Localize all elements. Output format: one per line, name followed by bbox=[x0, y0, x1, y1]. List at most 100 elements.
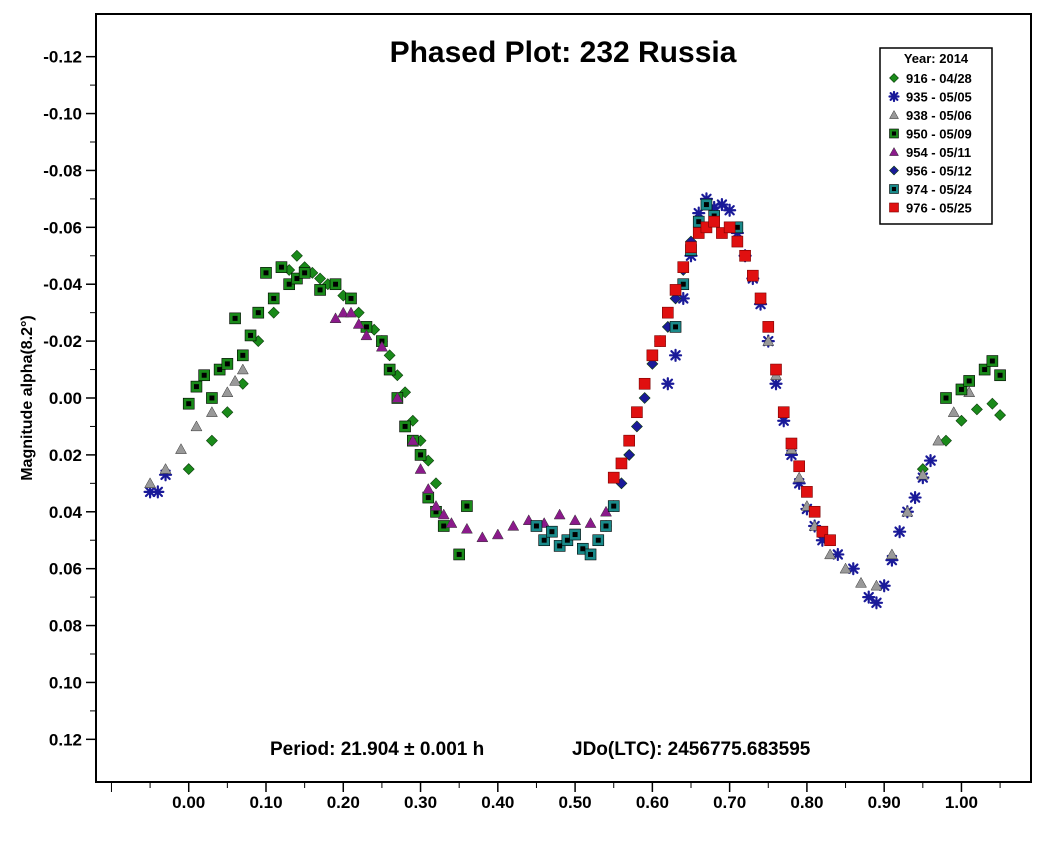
data-point-stroke bbox=[670, 350, 681, 361]
data-point bbox=[298, 267, 311, 279]
data-point bbox=[769, 377, 783, 391]
data-point bbox=[777, 406, 790, 419]
data-point-center bbox=[958, 386, 964, 392]
series-8 bbox=[607, 215, 836, 547]
data-point bbox=[785, 437, 798, 450]
data-point bbox=[236, 377, 249, 390]
legend-label: 916 - 04/28 bbox=[906, 71, 972, 86]
y-tick-label: 0.10 bbox=[49, 673, 82, 692]
data-point bbox=[885, 548, 898, 560]
data-point bbox=[824, 548, 837, 560]
data-point bbox=[855, 576, 867, 588]
y-tick-label: 0.02 bbox=[49, 446, 82, 465]
data-point bbox=[770, 363, 782, 376]
data-point bbox=[646, 349, 659, 362]
y-axis-label: Magnitude alpha(8.2°) bbox=[19, 315, 36, 481]
data-point bbox=[414, 463, 427, 474]
legend-label: 950 - 05/09 bbox=[906, 127, 972, 142]
data-point-center bbox=[464, 503, 470, 509]
legend-marker bbox=[889, 146, 899, 156]
y-tick-label: 0.04 bbox=[49, 503, 83, 522]
legend-marker bbox=[889, 202, 899, 213]
legend: Year: 2014 916 - 04/28 935 - 05/05 938 - 0… bbox=[879, 47, 993, 225]
jdo-label: JDo(LTC): 2456775.683595 bbox=[572, 739, 811, 760]
legend-marker-center bbox=[891, 186, 897, 192]
data-point-center bbox=[533, 523, 539, 529]
data-point bbox=[893, 525, 907, 539]
data-point bbox=[731, 235, 744, 248]
data-point bbox=[762, 335, 775, 346]
data-point bbox=[453, 548, 465, 561]
data-point bbox=[831, 547, 845, 562]
data-point bbox=[916, 468, 929, 480]
data-point bbox=[869, 596, 884, 610]
data-point-center bbox=[302, 270, 308, 276]
data-point bbox=[345, 306, 357, 318]
data-point-center bbox=[673, 324, 679, 330]
data-point bbox=[406, 434, 419, 446]
data-point bbox=[846, 562, 860, 576]
data-point-center bbox=[294, 276, 300, 282]
data-point-stroke bbox=[878, 580, 890, 591]
data-point bbox=[668, 348, 683, 362]
data-point bbox=[584, 548, 597, 561]
data-point bbox=[607, 471, 620, 484]
legend-label: 976 - 05/25 bbox=[906, 201, 972, 216]
data-point bbox=[461, 500, 473, 512]
data-point bbox=[723, 221, 736, 234]
data-point bbox=[607, 500, 620, 512]
data-point-center bbox=[456, 551, 462, 557]
data-point-stroke bbox=[848, 563, 859, 574]
data-point bbox=[940, 434, 952, 447]
x-tick-label: 0.90 bbox=[868, 793, 901, 812]
data-point-center bbox=[333, 281, 339, 287]
data-point-center bbox=[433, 509, 439, 515]
data-point-center bbox=[441, 523, 447, 529]
data-point bbox=[182, 397, 195, 410]
data-point bbox=[391, 391, 404, 403]
data-point bbox=[151, 485, 165, 499]
data-point bbox=[553, 508, 566, 520]
data-point bbox=[908, 490, 922, 505]
y-tick-label: -0.06 bbox=[43, 218, 82, 237]
data-point bbox=[414, 449, 427, 461]
data-point-center bbox=[248, 332, 254, 338]
data-point bbox=[182, 463, 195, 476]
data-point-center bbox=[193, 384, 199, 390]
data-point bbox=[329, 278, 342, 291]
data-point-center bbox=[186, 401, 192, 407]
data-point-center bbox=[348, 295, 354, 301]
y-tick-label: 0.12 bbox=[49, 730, 82, 749]
data-point bbox=[352, 318, 365, 329]
legend-label: 954 - 05/11 bbox=[906, 145, 971, 160]
legend-marker bbox=[889, 73, 899, 83]
data-point-center bbox=[588, 551, 594, 557]
data-point-center bbox=[734, 224, 740, 230]
data-point bbox=[754, 292, 767, 305]
data-point-stroke bbox=[724, 205, 735, 216]
y-tick-label: -0.10 bbox=[43, 105, 82, 124]
data-point bbox=[747, 269, 759, 282]
data-point bbox=[329, 312, 342, 324]
data-point-center bbox=[595, 537, 601, 543]
data-point-center bbox=[363, 324, 369, 330]
data-point-center bbox=[564, 537, 570, 543]
data-point bbox=[229, 374, 242, 386]
legend-label: 956 - 05/12 bbox=[906, 164, 972, 179]
data-point bbox=[816, 525, 829, 538]
x-tick-label: 0.20 bbox=[327, 793, 360, 812]
data-point bbox=[221, 406, 234, 419]
data-point bbox=[631, 406, 643, 419]
data-point bbox=[422, 483, 435, 494]
x-tick-label: 0.50 bbox=[559, 793, 592, 812]
chart-title: Phased Plot: 232 Russia bbox=[390, 36, 737, 69]
data-point bbox=[739, 249, 751, 262]
data-point-stroke bbox=[152, 486, 164, 498]
data-point bbox=[677, 261, 690, 273]
data-point bbox=[422, 491, 435, 504]
period-label: Period: 21.904 ± 0.001 h bbox=[270, 739, 484, 760]
data-point-center bbox=[271, 295, 277, 301]
data-point bbox=[360, 329, 373, 341]
data-point bbox=[862, 590, 876, 604]
